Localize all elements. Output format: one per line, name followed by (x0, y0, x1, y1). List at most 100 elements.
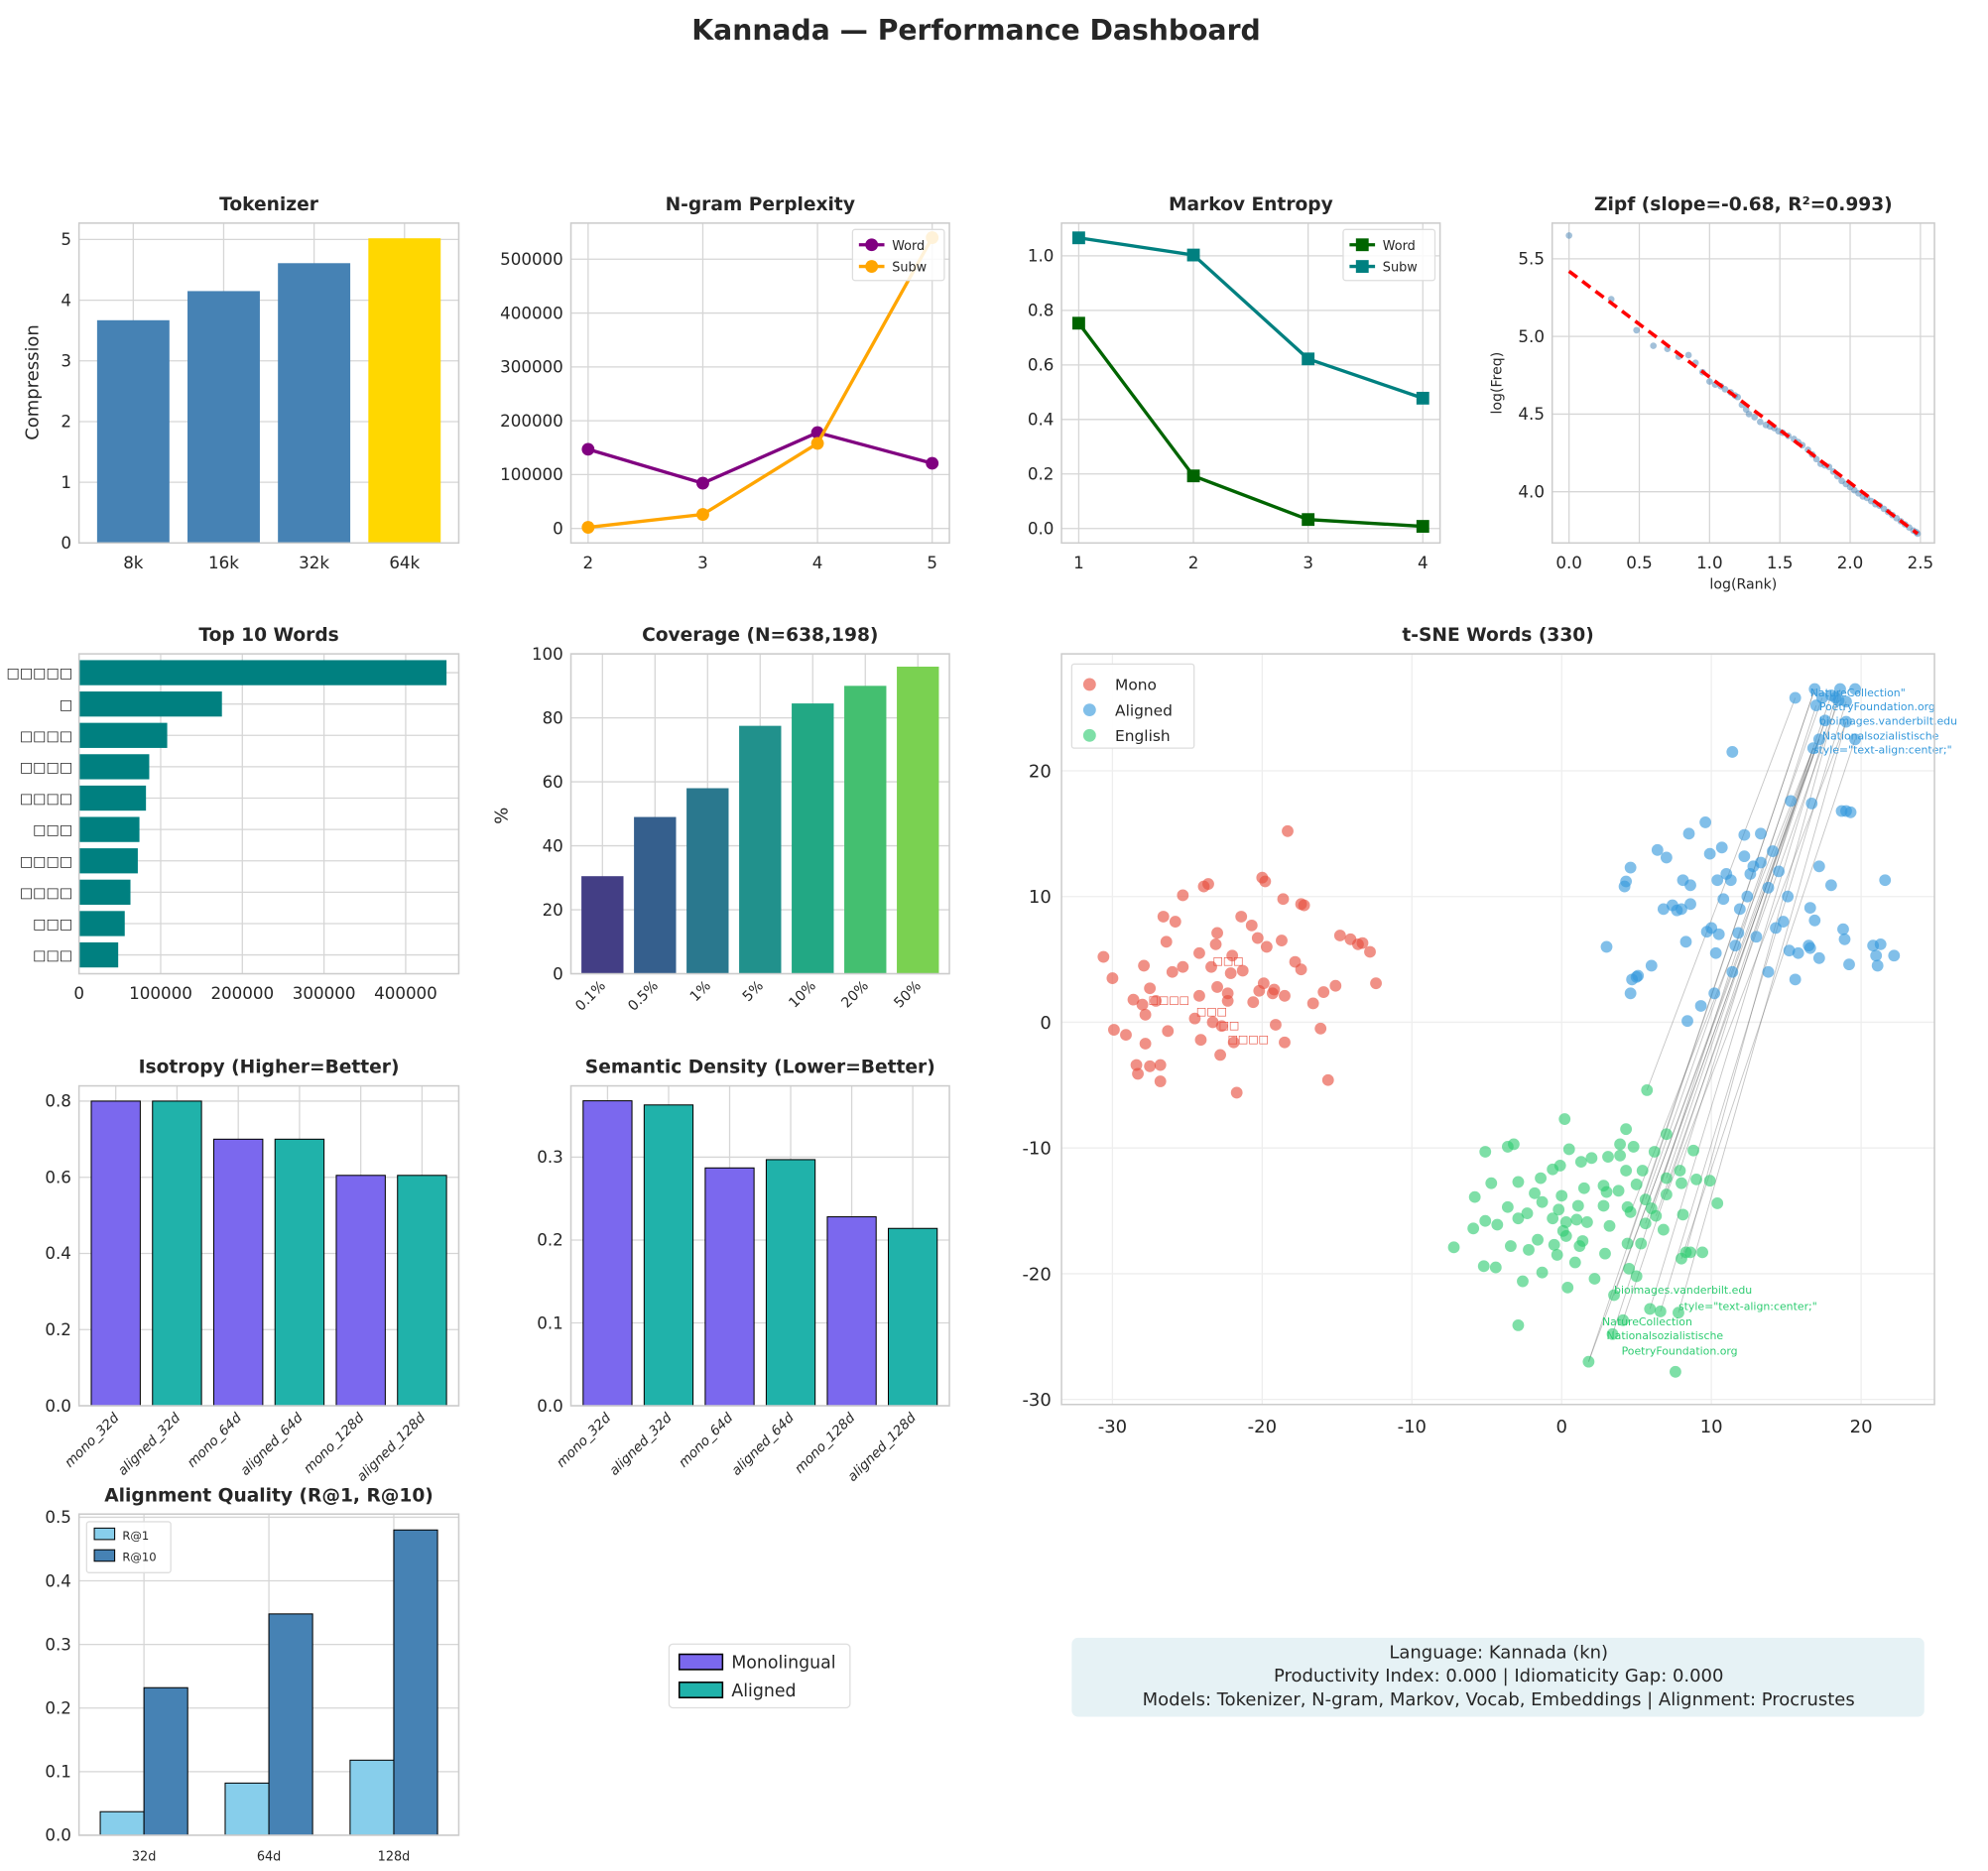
y-tick-label: 300000 (500, 357, 563, 377)
y-tick-label: 0.2 (45, 1319, 71, 1339)
bar (335, 1175, 386, 1407)
tsne-point-english (1571, 1199, 1584, 1212)
tsne-point-mono (1370, 977, 1382, 990)
tsne-point-aligned (1679, 936, 1692, 948)
tsne-point-english (1467, 1222, 1480, 1235)
tsne-point-english (1639, 1193, 1652, 1206)
y-tick-label: 0 (553, 963, 563, 983)
tsne-point-english (1568, 1256, 1581, 1269)
bar-r10 (268, 1613, 313, 1836)
bar-r1 (349, 1759, 395, 1836)
y-tick-label: 0.0 (537, 1396, 563, 1416)
tsne-point-aligned (1762, 965, 1775, 978)
bar (686, 788, 729, 974)
tsne-point-aligned (1789, 973, 1802, 986)
tsne-point-mono (1214, 1049, 1226, 1061)
legend-label: R@1 (122, 1529, 149, 1543)
tsne-point-english (1608, 1289, 1620, 1302)
tsne-point-english (1576, 1235, 1589, 1247)
tsne-point-aligned (1681, 1015, 1693, 1028)
data-marker (926, 456, 939, 470)
point-annotation: NatureCollection (1602, 1315, 1692, 1328)
tsne-point-english (1570, 1213, 1583, 1226)
tsne-point-aligned (1708, 987, 1721, 1000)
x-tick-label: 0.5 (1626, 553, 1653, 572)
bar (274, 1138, 325, 1407)
alignment-link (1655, 699, 1839, 1216)
x-tick-label: 2 (583, 553, 594, 572)
tsne-point-mono (1282, 824, 1294, 837)
tsne-point-english (1600, 1185, 1613, 1198)
tsne-point-aligned (1803, 941, 1816, 954)
data-marker (1186, 248, 1200, 262)
tsne-point-aligned (1717, 893, 1730, 906)
tsne-point-english (1551, 1249, 1563, 1261)
bar (78, 660, 447, 686)
x-axis-label: log(Rank) (1709, 577, 1777, 593)
x-tick-label: -10 (1398, 1417, 1427, 1437)
legend-label: Aligned (731, 1682, 796, 1701)
tsne-point-english (1696, 1246, 1709, 1259)
tsne-point-aligned (1874, 937, 1887, 950)
tsne-point-mono (1260, 940, 1273, 953)
legend-label: Word (892, 239, 925, 254)
tsne-point-english (1623, 1262, 1636, 1275)
tsne-point-aligned (1805, 798, 1818, 810)
tsne-point-aligned (1792, 946, 1804, 959)
legend-label: Monolingual (731, 1654, 835, 1674)
y-tick-label: 0.6 (45, 1167, 71, 1186)
x-tick-label: 0 (1555, 1417, 1566, 1437)
tsne-point-english (1501, 1200, 1514, 1213)
tsne-point-english (1491, 1218, 1504, 1231)
tsne-point-mono (1202, 878, 1214, 890)
point-annotation: □□ (1219, 1019, 1240, 1032)
tsne-point-english (1648, 1146, 1661, 1158)
tsne-point-english (1508, 1138, 1520, 1151)
tsne-point-aligned (1812, 951, 1825, 964)
x-tick-label: 32d (132, 1850, 156, 1865)
y-tick-label: 0.6 (1028, 355, 1055, 375)
tsne-point-aligned (1808, 914, 1821, 927)
tsne-point-mono (1277, 893, 1290, 906)
tsne-point-aligned (1789, 691, 1802, 704)
x-tick-label: 3 (697, 553, 708, 572)
x-tick-label: 1.5 (1767, 553, 1794, 572)
tsne-point-english (1673, 1307, 1684, 1319)
y-tick-label: 20 (1029, 761, 1052, 782)
tsne-point-aligned (1755, 827, 1767, 840)
chart-title: Zipf (slope=-0.68, R²=0.993) (1594, 194, 1893, 215)
y-tick-label: □□□□□ (6, 666, 72, 682)
tsne-point-english (1479, 1146, 1492, 1158)
y-tick-label: 0.0 (45, 1825, 71, 1845)
tsne-point-mono (1177, 889, 1189, 902)
axes-frame (77, 222, 460, 545)
tsne-point-mono (1364, 945, 1376, 958)
series-line-word (1077, 321, 1424, 529)
tsne-point-aligned (1624, 861, 1637, 874)
y-tick-label: -10 (1022, 1139, 1051, 1160)
y-tick-label: 5.5 (1518, 249, 1545, 269)
tsne-point-aligned (1726, 746, 1739, 758)
y-tick-label: 0 (553, 518, 563, 538)
tsne-point-english (1612, 1185, 1625, 1197)
tsne-point-aligned (1733, 903, 1746, 916)
tsne-point-english (1512, 1176, 1525, 1188)
tsne-point-english (1447, 1241, 1460, 1254)
zipf-point (1757, 418, 1764, 426)
figure-legend: Monolingual Aligned (668, 1643, 851, 1709)
legend-swatch (678, 1682, 724, 1698)
y-tick-label: 20 (543, 900, 563, 920)
bar-r1 (99, 1810, 145, 1836)
x-tick-label: 400000 (374, 983, 437, 1003)
tsne-point-english (1687, 1144, 1699, 1157)
point-annotation: Nationalsozialistische (1822, 730, 1939, 743)
alignment-link (1649, 697, 1836, 1310)
y-tick-label: □□□□ (20, 728, 72, 744)
bar (78, 911, 125, 936)
y-tick-label: 4.5 (1518, 404, 1545, 424)
legend-marker (1355, 260, 1369, 273)
y-tick-label: 0.2 (45, 1698, 71, 1718)
data-marker (1302, 513, 1315, 527)
tsne-point-aligned (1600, 940, 1613, 953)
tsne-point-english (1562, 1143, 1575, 1156)
